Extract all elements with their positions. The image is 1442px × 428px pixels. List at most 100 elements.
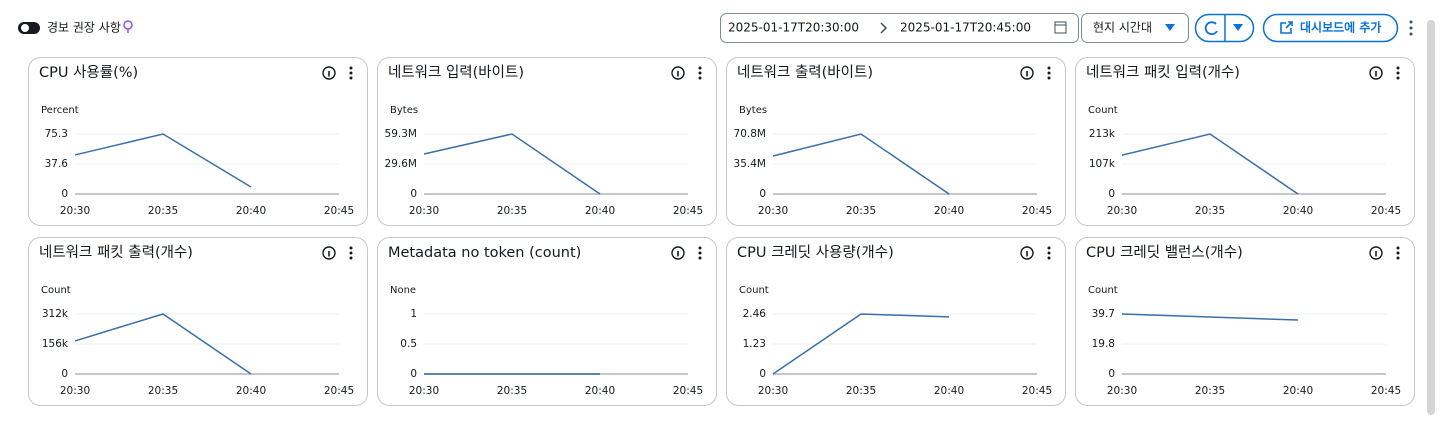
y-axis-label: Count [1088,105,1118,116]
x-tick-label: 20:35 [148,385,178,397]
panel [726,57,1066,226]
x-tick-label: 20:45 [673,205,703,217]
y-axis-label: Percent [41,105,79,116]
more-icon[interactable] [1409,20,1413,36]
info-icon [671,66,685,80]
external-icon [1280,21,1293,34]
x-tick-label: 20:45 [1022,385,1052,397]
more-icon [698,256,702,260]
x-tick-label: 20:40 [934,205,964,217]
y-tick-label: 29.6M [385,158,417,170]
x-tick-label: 20:40 [934,385,964,397]
x-tick-label: 20:35 [1195,205,1225,217]
x-tick-label: 20:30 [1107,205,1137,217]
data-line [1121,133,1299,195]
y-tick-label: 37.6 [45,158,69,170]
info-icon [1369,66,1383,80]
more-icon [698,251,702,255]
more-icon [1396,76,1400,80]
more-icon [1396,251,1400,255]
more-icon [349,251,353,255]
data-line [1121,313,1299,321]
data-line [772,313,950,375]
chart-title: 네트워크 패킷 출력(개수) [39,244,193,261]
x-tick-label: 20:45 [1022,205,1052,217]
more-icon [698,66,702,70]
x-tick-label: 20:30 [409,385,439,397]
more-icon [1047,256,1051,260]
x-tick-label: 20:45 [673,385,703,397]
y-axis-label: Count [1088,285,1118,296]
arrow-icon [880,22,888,34]
y-tick-label: 156k [42,338,69,350]
x-tick-label: 20:30 [60,385,90,397]
more-icon [1047,76,1051,80]
chart-title: 네트워크 패킷 입력(개수) [1086,64,1240,81]
end-date: 2025-01-17T20:45:00 [900,21,1031,35]
info-icon [322,246,336,260]
x-tick-label: 20:45 [1371,385,1401,397]
more-icon [1047,71,1051,75]
x-tick-label: 20:30 [758,205,788,217]
more-icon [1396,71,1400,75]
y-axis-label: Count [739,285,769,296]
refresh-icon [1204,21,1218,36]
dropdown-icon [1233,24,1243,31]
timezone: 현지 시간대 [1093,21,1152,35]
y-tick-label: 0 [61,368,68,380]
panel [1075,57,1415,226]
chart-title: CPU 크레딧 사용량(개수) [737,244,894,261]
toggle-knob [21,24,29,32]
more-icon [1047,66,1051,70]
x-tick-label: 20:40 [1283,385,1313,397]
date-range[interactable] [720,13,1079,43]
y-tick-label: 75.3 [45,128,68,140]
panel [28,237,368,406]
y-tick-label: 0 [61,188,68,200]
more-icon [349,256,353,260]
info-icon [671,246,685,260]
more-icon [349,66,353,70]
x-tick-label: 20:35 [846,205,876,217]
x-tick-label: 20:40 [236,205,266,217]
x-tick-label: 20:40 [585,205,615,217]
y-tick-label: 107k [1089,158,1116,170]
y-tick-label: 0 [410,188,417,200]
panel [28,57,368,226]
more-icon [1047,251,1051,255]
x-tick-label: 20:35 [497,205,527,217]
y-tick-label: 0 [1108,368,1115,380]
x-tick-label: 20:45 [1371,205,1401,217]
data-line [74,133,252,188]
x-tick-label: 20:40 [1283,205,1313,217]
y-tick-label: 35.4M [734,158,766,170]
info-icon [322,66,336,80]
x-tick-label: 20:30 [409,205,439,217]
panel [1075,237,1415,406]
y-tick-label: 213k [1089,128,1116,140]
calendar-icon [1054,21,1067,34]
y-tick-label: 0 [759,188,766,200]
x-tick-label: 20:30 [60,205,90,217]
add-button[interactable] [1262,13,1399,43]
y-axis-label: Bytes [739,105,767,116]
x-tick-label: 20:35 [148,205,178,217]
y-axis-label: Bytes [390,105,418,116]
bulb-icon [123,20,133,33]
x-tick-label: 20:45 [324,205,354,217]
add-button-label: 대시보드에 추가 [1300,20,1381,35]
x-tick-label: 20:35 [497,385,527,397]
x-tick-label: 20:30 [758,385,788,397]
timezone-select[interactable] [1081,13,1189,43]
toggle-label: 경보 권장 사항 [47,21,121,35]
panel [377,57,717,226]
x-tick-label: 20:45 [324,385,354,397]
y-tick-label: 1.23 [743,338,766,350]
y-tick-label: 2.46 [743,308,767,320]
chart-title: 네트워크 입력(바이트) [388,64,524,81]
info-icon [1020,66,1034,80]
more-icon [349,71,353,75]
chart-title: CPU 사용률(%) [39,64,138,81]
